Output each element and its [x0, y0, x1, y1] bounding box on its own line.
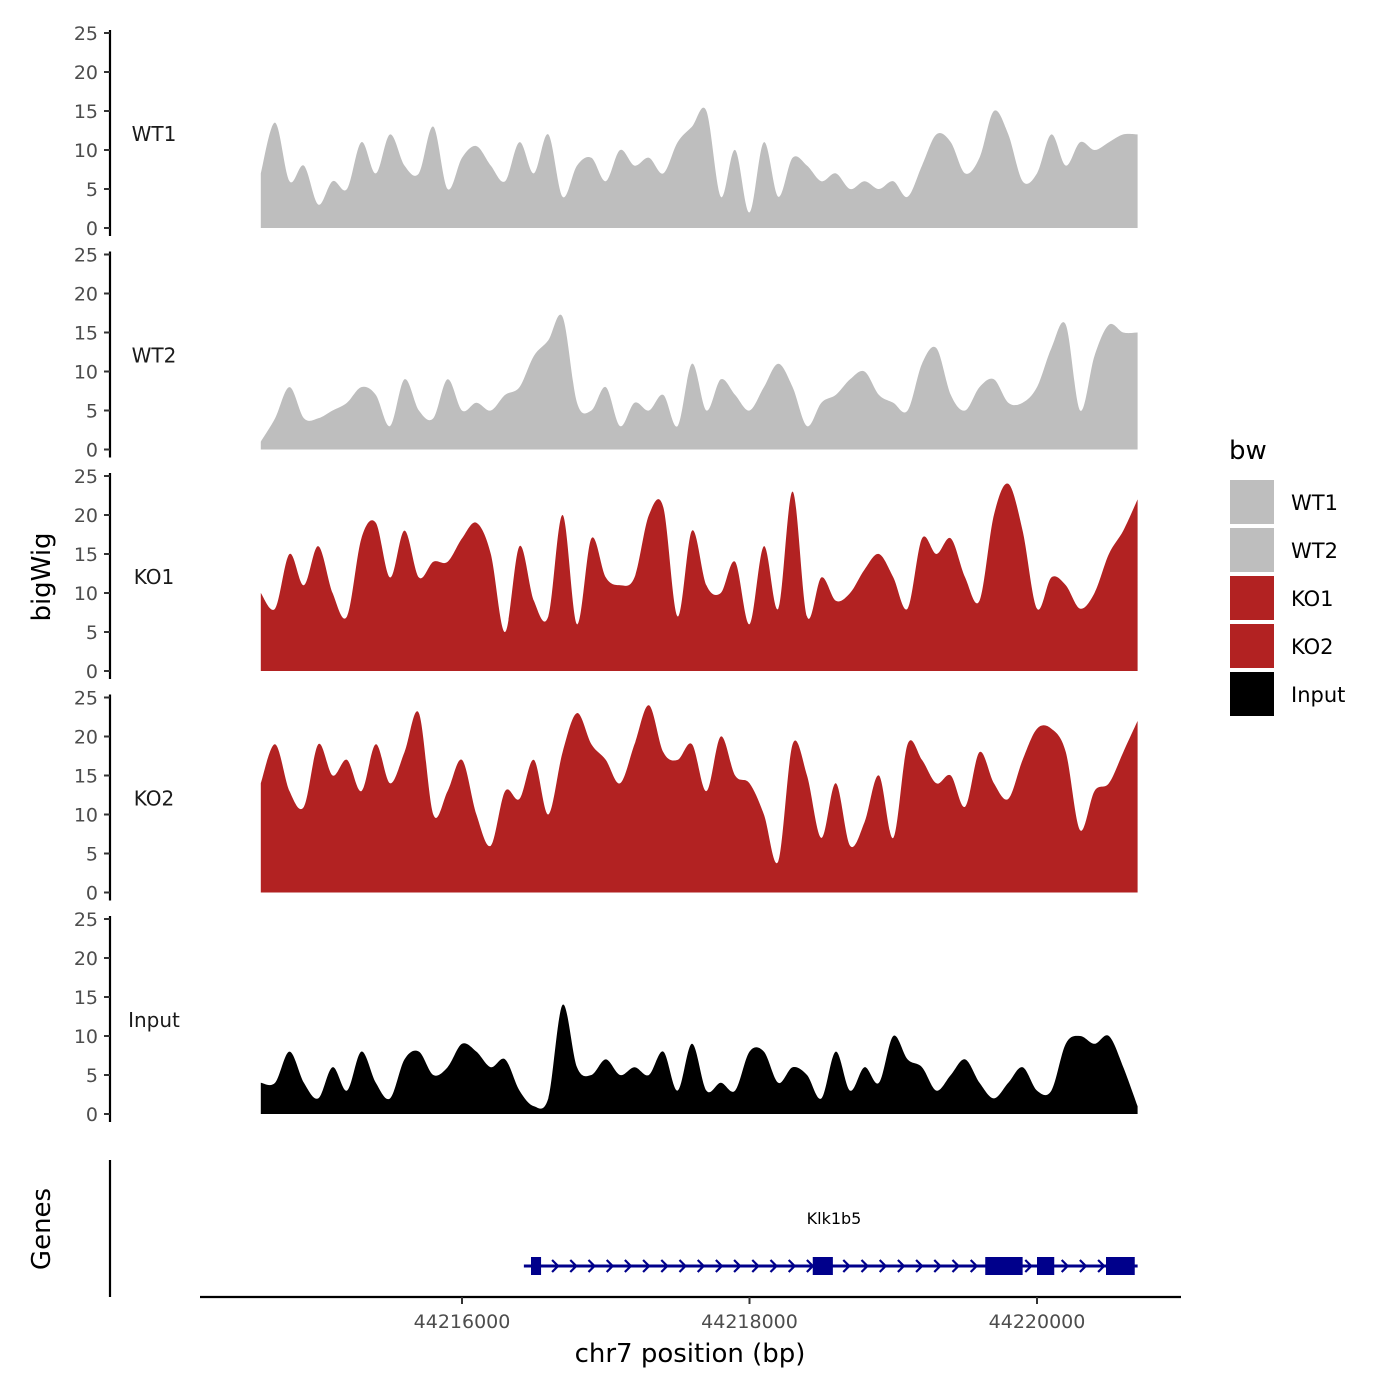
x-axis-title: chr7 position (bp) [575, 1339, 806, 1369]
legend-label-wt2: WT2 [1291, 539, 1338, 563]
y-tick-label: 20 [74, 284, 98, 306]
track-panel-input: 0 5 10 15 20 25 Input [74, 909, 1138, 1126]
gene-name-label: Klk1b5 [807, 1209, 862, 1228]
area-wt2 [260, 314, 1138, 450]
strand-arrow [860, 1259, 870, 1273]
strand-arrow [915, 1259, 924, 1273]
strand-arrow [842, 1259, 851, 1273]
y-tick-label: 10 [74, 583, 98, 605]
exon-block [531, 1257, 542, 1275]
strand-arrow [1079, 1259, 1088, 1273]
y-tick-label: 10 [74, 140, 98, 162]
legend-label-wt1: WT1 [1291, 491, 1338, 515]
legend-title: bw [1229, 436, 1267, 466]
y-tick-label: 0 [86, 883, 98, 905]
strand-arrow [897, 1259, 906, 1273]
x-tick-label: 44216000 [414, 1311, 511, 1333]
y-tick-label: 25 [74, 688, 98, 710]
y-tick-label: 0 [86, 1104, 98, 1126]
y-tick-label: 25 [74, 466, 98, 488]
track-panel-wt2: 0 5 10 15 20 25 WT2 [74, 245, 1138, 462]
y-tick-label: 5 [86, 622, 98, 644]
area-wt1 [260, 107, 1138, 228]
strand-arrow [1097, 1259, 1106, 1273]
legend-swatch-input [1230, 672, 1274, 716]
y-tick-label: 20 [74, 62, 98, 84]
track-label-input: Input [128, 1008, 180, 1032]
y-tick-label: 20 [74, 505, 98, 527]
strand-arrow [660, 1259, 669, 1273]
y-tick-label: 0 [86, 218, 98, 240]
strand-arrow [1024, 1259, 1033, 1273]
exon-block [1037, 1257, 1055, 1275]
y-tick-label: 15 [74, 544, 98, 566]
strand-arrow [642, 1259, 651, 1273]
strand-arrow [787, 1259, 797, 1273]
legend-label-input: Input [1291, 683, 1345, 707]
y-tick-label: 20 [74, 727, 98, 749]
y-tick-label: 5 [86, 401, 98, 423]
x-tick-label: 44218000 [701, 1311, 798, 1333]
exon-block [1106, 1257, 1135, 1275]
y-tick-label: 15 [74, 987, 98, 1009]
strand-arrow [751, 1259, 760, 1273]
area-input [260, 1004, 1138, 1114]
legend-label-ko1: KO1 [1291, 587, 1334, 611]
area-ko1 [260, 483, 1138, 671]
y-tick-label: 5 [86, 1065, 98, 1087]
strand-arrow [733, 1259, 742, 1273]
strand-arrow [951, 1259, 961, 1273]
y-axis-title: bigWig [27, 532, 57, 621]
y-tick-label: 10 [74, 805, 98, 827]
gene-track-title: Genes [27, 1188, 57, 1270]
y-tick-label: 5 [86, 844, 98, 866]
legend-swatch-ko1 [1230, 576, 1274, 620]
strand-arrow [587, 1259, 597, 1273]
track-panel-ko2: 0 5 10 15 20 25 KO2 [74, 688, 1138, 905]
track-panels: 0510152025WT10510152025WT20510152025KO10… [74, 23, 1138, 1126]
strand-arrow [1060, 1259, 1070, 1273]
y-tick-label: 10 [74, 1026, 98, 1048]
track-label-wt1: WT1 [132, 122, 177, 146]
strand-arrow [878, 1259, 888, 1273]
legend-swatch-wt2 [1230, 528, 1274, 572]
strand-arrow [769, 1259, 779, 1273]
y-tick-label: 15 [74, 766, 98, 788]
strand-arrow [933, 1259, 942, 1273]
y-tick-label: 0 [86, 440, 98, 462]
exon-block [812, 1257, 833, 1275]
strand-arrow [551, 1259, 560, 1273]
y-tick-label: 25 [74, 23, 98, 45]
strand-arrow [715, 1259, 724, 1273]
track-panel-ko1: 0 5 10 15 20 25 KO1 [74, 466, 1138, 683]
track-label-ko2: KO2 [134, 787, 175, 811]
gene-panel: Genes Klk1b5 [27, 1160, 1138, 1297]
y-tick-label: 25 [74, 245, 98, 267]
y-tick-label: 10 [74, 362, 98, 384]
y-tick-label: 15 [74, 323, 98, 345]
track-label-ko1: KO1 [134, 565, 175, 589]
strand-arrow [605, 1259, 615, 1273]
area-ko2 [260, 705, 1138, 893]
legend: bw WT1 WT2 KO1 KO2 Input [1229, 436, 1345, 716]
track-panel-wt1: 0 5 10 15 20 25 WT1 [74, 23, 1138, 240]
x-axis: 44216000 44218000 44220000 [200, 1295, 1181, 1333]
x-tick-label: 44220000 [989, 1311, 1086, 1333]
y-tick-label: 5 [86, 179, 98, 201]
legend-swatch-ko2 [1230, 624, 1274, 668]
strand-arrow [969, 1259, 979, 1273]
legend-swatch-wt1 [1230, 480, 1274, 524]
legend-label-ko2: KO2 [1291, 635, 1334, 659]
track-label-wt2: WT2 [132, 344, 177, 368]
strand-arrow [624, 1259, 633, 1273]
y-tick-label: 15 [74, 101, 98, 123]
y-tick-label: 20 [74, 948, 98, 970]
strand-arrow [678, 1259, 688, 1273]
y-tick-label: 25 [74, 909, 98, 931]
strand-arrow [696, 1259, 706, 1273]
y-tick-label: 0 [86, 661, 98, 683]
strand-arrow [569, 1259, 578, 1273]
exon-block [985, 1257, 1023, 1275]
